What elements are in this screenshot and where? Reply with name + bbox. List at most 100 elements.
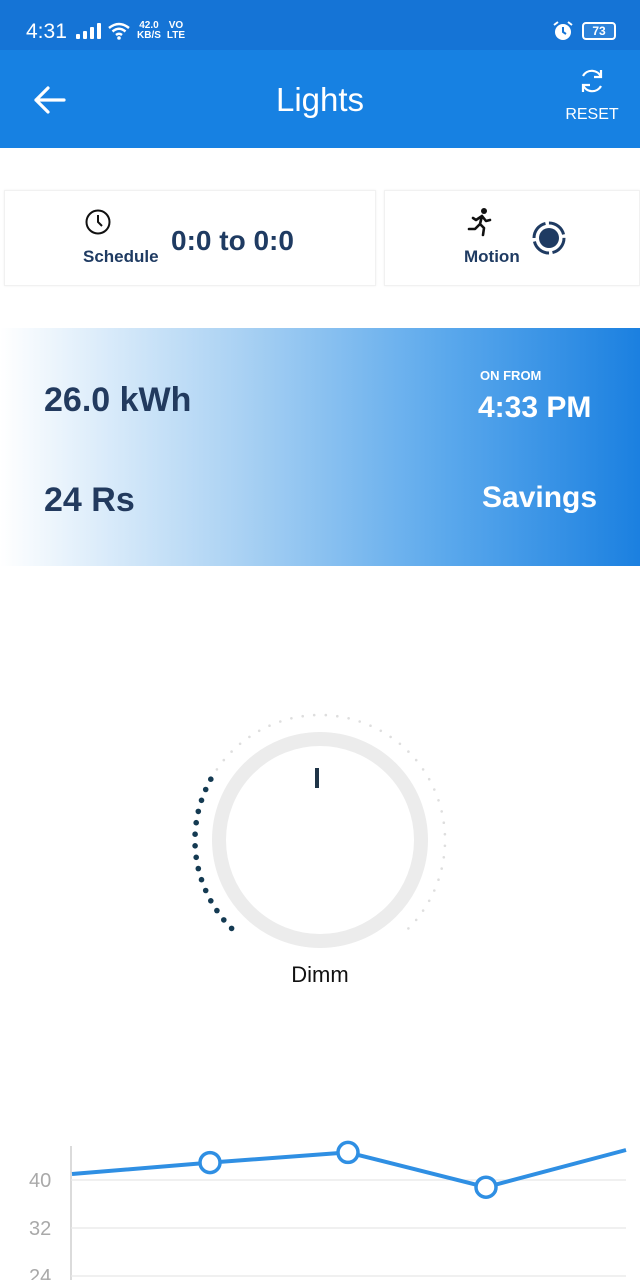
dial-dot	[442, 821, 446, 824]
arrow-left-icon	[34, 86, 66, 114]
dial-dot	[379, 729, 383, 733]
dial-dot	[257, 729, 261, 733]
dial-dot	[440, 810, 444, 813]
dial-dot	[433, 788, 436, 791]
dial-dot	[193, 854, 199, 861]
cost-value: 24 Rs	[44, 481, 135, 519]
dial-dot	[290, 717, 293, 720]
dimmer-label: Dimm	[291, 962, 349, 987]
dial-dot	[221, 917, 227, 923]
status-bar: 4:31 42.0 KB/S VO LTE 73	[0, 0, 640, 50]
dial-dot	[336, 714, 339, 718]
dial-dot	[347, 717, 350, 720]
dial-dot	[208, 898, 214, 904]
schedule-value: 0:0 to 0:0	[171, 225, 294, 256]
dial-dot	[389, 735, 392, 739]
on-from-label: ON FROM	[480, 368, 542, 383]
dial-dot	[443, 844, 447, 848]
dial-dot	[407, 927, 410, 930]
dial-dot	[195, 808, 202, 815]
net-speed-unit: KB/S	[137, 30, 161, 41]
dial-dot	[202, 887, 209, 894]
reset-button[interactable]: RESET	[562, 66, 622, 125]
running-person-icon	[467, 208, 492, 237]
wifi-icon	[108, 22, 130, 40]
dial-dot	[433, 889, 436, 892]
usage-chart: 40 32 24	[0, 1120, 640, 1285]
energy-value: 26.0 kWh	[44, 381, 192, 419]
data-point	[198, 1150, 222, 1175]
dial-dot	[427, 777, 431, 781]
dial-dot	[421, 768, 425, 771]
dial-dot	[238, 742, 242, 746]
dial-dot	[198, 797, 205, 804]
dimmer-dial[interactable]	[160, 690, 480, 970]
dial-dot	[437, 799, 440, 802]
net-speed-value: 42.0	[139, 20, 159, 31]
dial-dot	[248, 735, 251, 739]
dial-dot	[215, 768, 219, 771]
dial-dot	[268, 724, 271, 727]
dial-dot	[222, 758, 226, 762]
dial-dot	[398, 742, 402, 746]
status-icons: 42.0 KB/S VO LTE	[76, 18, 185, 44]
dial-dot	[442, 856, 446, 859]
app-bar: Lights RESET	[0, 50, 640, 148]
y-tick-label: 40	[29, 1170, 51, 1192]
back-button[interactable]	[30, 82, 70, 118]
clock-icon	[85, 209, 111, 235]
usage-chart-svg: 40 32 24	[29, 1140, 627, 1285]
dial-dot	[421, 909, 425, 912]
dial-dot	[192, 831, 198, 837]
dial-dot	[312, 713, 316, 717]
volte-top: VO	[168, 20, 184, 31]
on-from-time: 4:33 PM	[478, 391, 592, 424]
status-time: 4:31	[26, 20, 67, 43]
motion-toggle-icon[interactable]	[531, 220, 567, 256]
dial-dot	[279, 720, 282, 723]
dial-dot	[440, 867, 444, 870]
energy-panel: 26.0 kWh ON FROM 4:33 PM 24 Rs Savings	[0, 328, 640, 566]
battery-indicator: 73	[582, 22, 616, 40]
dial-dots	[192, 713, 447, 932]
dial-dot	[192, 843, 198, 849]
dial-dot	[198, 876, 205, 883]
dial-dot	[443, 832, 447, 836]
dial-dot	[324, 713, 328, 717]
volte-bottom: LTE	[166, 30, 186, 41]
dial-dot	[195, 865, 202, 872]
dial-dot	[369, 724, 372, 727]
y-tick-label: 32	[29, 1218, 51, 1240]
dial-dot	[208, 776, 214, 782]
dial-dot	[301, 714, 304, 718]
dial-dot	[437, 878, 440, 881]
schedule-label: Schedule	[83, 247, 159, 266]
data-point	[336, 1140, 360, 1165]
savings-label: Savings	[482, 481, 598, 514]
dial-dot	[427, 899, 431, 903]
data-point	[474, 1175, 498, 1199]
motion-label: Motion	[464, 247, 520, 266]
status-right: 73	[552, 20, 616, 42]
dial-dot	[193, 819, 199, 826]
page-title: Lights	[275, 81, 365, 118]
dimmer-dial-svg[interactable]	[160, 690, 480, 970]
dial-dot	[407, 750, 410, 753]
signal-icon	[76, 23, 101, 39]
refresh-icon	[581, 69, 603, 93]
dial-ring	[212, 732, 428, 948]
dial-dot	[202, 786, 209, 793]
volte-indicator: VO LTE	[167, 21, 185, 41]
dial-dot	[414, 758, 418, 762]
dial-dot	[358, 720, 361, 723]
net-speed: 42.0 KB/S	[137, 21, 161, 41]
alarm-icon	[553, 21, 573, 40]
reset-label: RESET	[565, 106, 619, 123]
dial-dot	[230, 750, 233, 753]
schedule-card[interactable]: Schedule 0:0 to 0:0	[4, 190, 376, 286]
dial-dot	[228, 925, 235, 932]
motion-card[interactable]: Motion	[384, 190, 640, 286]
y-tick-label: 24	[29, 1266, 51, 1280]
dial-dot	[214, 907, 220, 914]
dial-dot	[414, 918, 418, 922]
